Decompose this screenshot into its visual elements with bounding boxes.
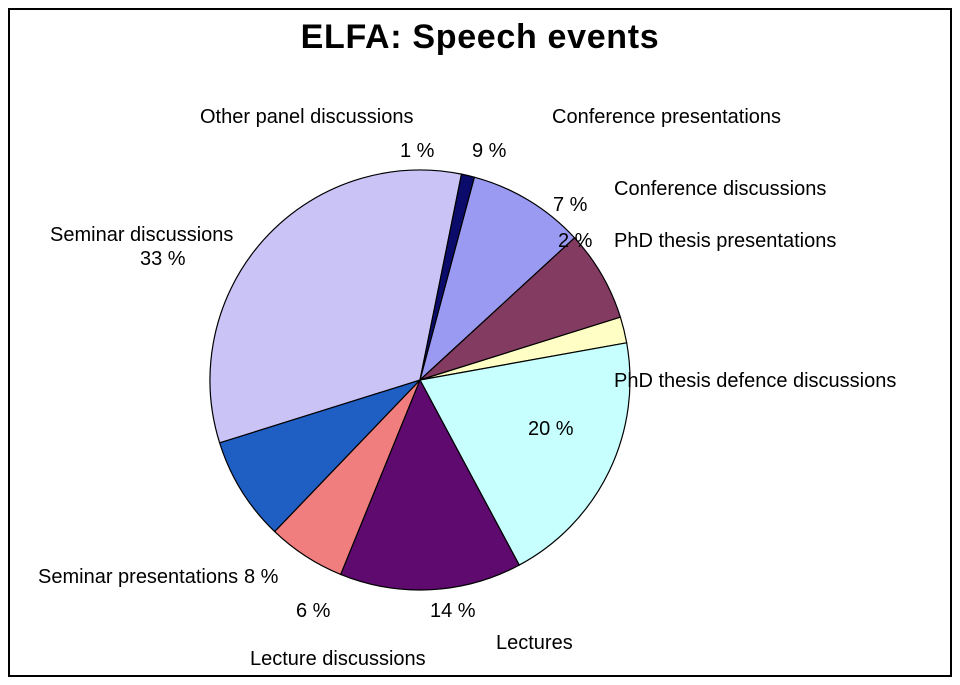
slice-percent: 8 % [244, 566, 278, 589]
slice-percent: 6 % [296, 600, 330, 623]
slice-label: Conference discussions [614, 178, 826, 201]
slice-label: Lectures [496, 632, 573, 655]
slice-percent: 7 % [553, 194, 587, 217]
slice-percent: 20 % [528, 418, 574, 441]
slice-percent: 33 % [140, 248, 186, 271]
slice-label: Seminar presentations [38, 566, 238, 589]
slice-label: Other panel discussions [200, 106, 413, 129]
slice-label: Seminar discussions [50, 224, 233, 247]
slice-label: Conference presentations [552, 106, 781, 129]
slice-label: PhD thesis defence discussions [614, 370, 896, 393]
slice-label: Lecture discussions [250, 648, 426, 671]
slice-label: PhD thesis presentations [614, 230, 836, 253]
slice-percent: 14 % [430, 600, 476, 623]
slice-percent: 2 % [558, 230, 592, 253]
slice-percent: 9 % [472, 140, 506, 163]
slice-percent: 1 % [400, 140, 434, 163]
